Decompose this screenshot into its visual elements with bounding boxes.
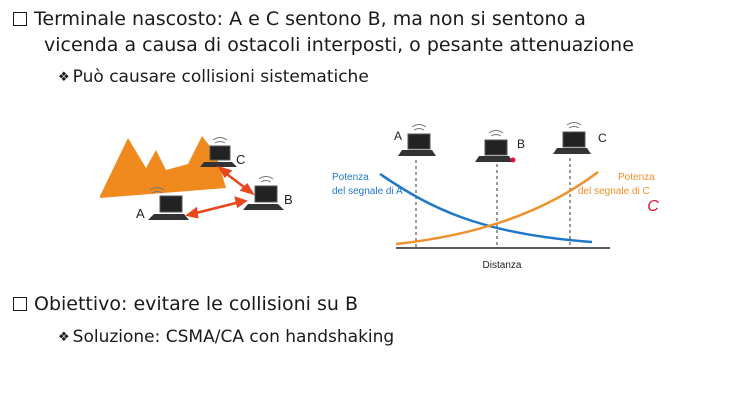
subbullet-solution: ❖ Soluzione: CSMA/CA con handshaking bbox=[58, 326, 394, 349]
mountain-obstacle-icon bbox=[100, 136, 226, 198]
arrowhead-b1 bbox=[234, 196, 248, 209]
label-b-right: B bbox=[517, 137, 525, 151]
power-c-label-line2: del segnale di C bbox=[578, 186, 650, 197]
laptop-c-icon bbox=[200, 137, 237, 167]
curve-signal-a bbox=[379, 172, 593, 244]
arrow-a-b bbox=[191, 200, 241, 216]
checkbox-bullet-icon bbox=[13, 297, 27, 311]
laptop-b-right-icon bbox=[475, 130, 513, 162]
arrows bbox=[185, 165, 255, 219]
diamond-bullet-icon: ❖ bbox=[58, 330, 70, 345]
bullet-objective-text: Obiettivo: evitare le collisioni su B bbox=[34, 293, 358, 315]
checkbox-bullet-icon bbox=[13, 12, 27, 26]
handwritten-c-annotation: C bbox=[647, 198, 659, 215]
label-c-right: C bbox=[598, 131, 607, 145]
laptop-b-icon bbox=[243, 176, 284, 210]
curve-signal-c bbox=[395, 171, 599, 246]
bullet-text-line1: Terminale nascosto: A e C sentono B, ma … bbox=[34, 8, 586, 30]
label-b: B bbox=[284, 192, 293, 207]
subbullet-text: Può causare collisioni sistematiche bbox=[72, 67, 369, 87]
hidden-terminal-diagram: C B A bbox=[100, 136, 293, 221]
arrowhead-a bbox=[185, 206, 199, 219]
laptop-a-icon bbox=[148, 187, 189, 220]
bullet-hidden-terminal: Terminale nascosto: A e C sentono B, ma … bbox=[13, 7, 586, 32]
subbullet-collisions: ❖ Può causare collisioni sistematiche bbox=[58, 66, 369, 89]
diamond-bullet-icon: ❖ bbox=[58, 70, 70, 85]
power-a-label-line1: Potenza bbox=[332, 172, 369, 183]
dashed-guides bbox=[415, 158, 571, 248]
power-c-label-line1: Potenza bbox=[618, 172, 655, 183]
laptop-c-right-icon bbox=[553, 122, 591, 154]
cursor-dot bbox=[510, 157, 516, 163]
bullet-text-line2: vicenda a causa di ostacoli interposti, … bbox=[44, 34, 634, 56]
signal-power-diagram: A B C Potenza del segnale di A Potenza d… bbox=[332, 122, 659, 271]
arrowhead-c bbox=[217, 165, 233, 178]
subbullet-solution-text: Soluzione: CSMA/CA con handshaking bbox=[72, 327, 395, 347]
arrowhead-b2 bbox=[239, 183, 255, 196]
bullet-hidden-terminal-line2: vicenda a causa di ostacoli interposti, … bbox=[44, 33, 634, 58]
laptop-a-right-icon bbox=[398, 124, 436, 156]
bullet-objective: Obiettivo: evitare le collisioni su B bbox=[13, 292, 358, 317]
x-axis-label: Distanza bbox=[483, 260, 522, 271]
label-a: A bbox=[136, 206, 145, 221]
label-c: C bbox=[236, 152, 245, 167]
power-a-label-line2: del segnale di A bbox=[332, 186, 403, 197]
label-a-right: A bbox=[394, 129, 402, 143]
